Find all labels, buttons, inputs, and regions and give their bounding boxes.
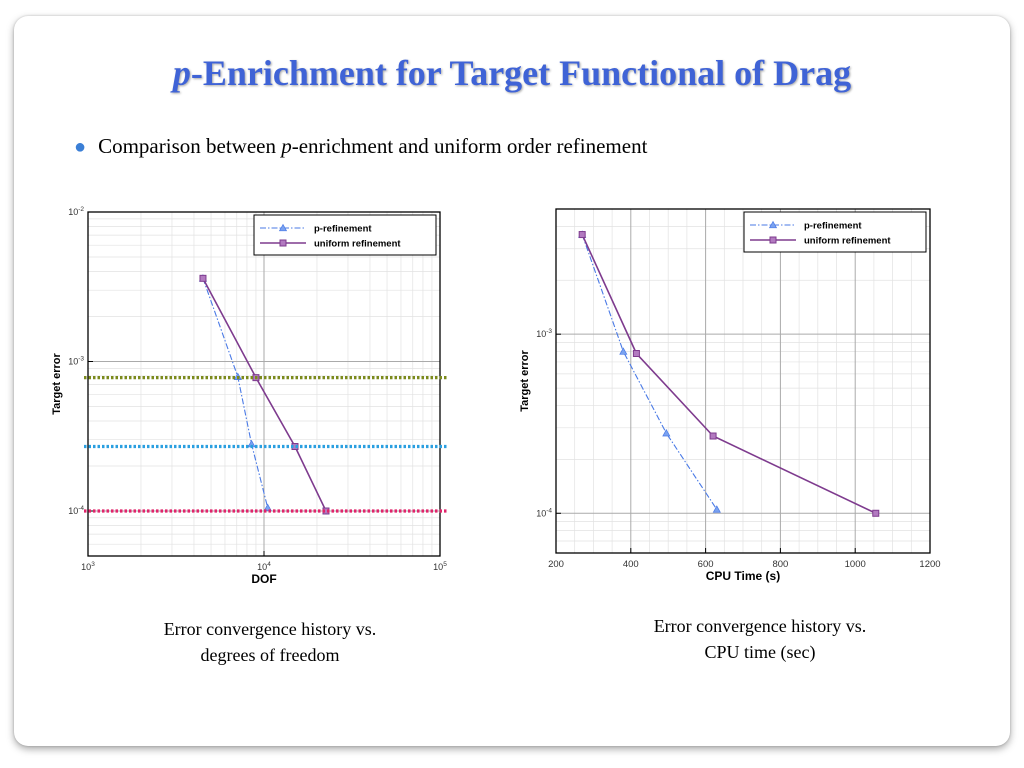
caption-left: Error convergence history vs. degrees of… [110, 616, 430, 668]
data-point-square [872, 509, 880, 517]
y-tick-label: 10-3 [536, 328, 552, 339]
y-tick-label: 10-4 [536, 507, 552, 518]
chart-error-vs-dof: 103 104 105 10-4 10-3 10-2 DOF Target error p-re… [51, 206, 448, 586]
caption-right-line-2: CPU time (sec) [704, 642, 816, 662]
x-tick-label: 104 [257, 561, 271, 572]
x-tick-label: 105 [433, 561, 447, 572]
data-point-square [632, 350, 640, 358]
series-line-0 [581, 234, 718, 510]
y-axis-label: Target error [51, 353, 63, 415]
data-point-triangle [712, 505, 721, 513]
x-tick-label: 1200 [919, 559, 940, 570]
x-axis-label: DOF [251, 572, 276, 586]
series-line-1 [202, 277, 327, 512]
bullet-dot-icon: ● [74, 136, 87, 158]
data-point-square [199, 274, 207, 282]
x-tick-label: 1000 [845, 559, 866, 570]
title-text: -Enrichment for Target Functional of Dra… [190, 53, 852, 93]
series-line-1 [581, 234, 877, 514]
data-point-triangle [619, 347, 628, 355]
caption-right-line-1: Error convergence history vs. [653, 616, 867, 636]
data-point-square [578, 231, 586, 239]
caption-left-line-1: Error convergence history vs. [163, 619, 377, 639]
legend-label-1: uniform refinement [804, 236, 891, 247]
data-point-square [709, 432, 717, 440]
plot-frame [555, 208, 931, 554]
bullet-text-pre: Comparison between [98, 134, 282, 158]
legend-label-0: p-refinement [314, 224, 372, 235]
legend-label-0: p-refinement [804, 221, 862, 232]
legend-box [253, 214, 437, 256]
slide-frame [14, 16, 1010, 746]
legend-label-1: uniform refinement [314, 239, 401, 250]
x-tick-label: 800 [772, 559, 788, 570]
legend-marker-triangle [768, 220, 778, 229]
chart-error-vs-cpu-time: 200 400 600 800 1000 1200 10-4 10-3 CPU Time (s)… [519, 208, 941, 583]
y-axis-label: Target error [519, 350, 531, 412]
x-tick-label: 400 [623, 559, 639, 570]
x-axis-label: CPU Time (s) [706, 569, 780, 583]
y-tick-label: 10-2 [68, 206, 84, 217]
legend-box [743, 211, 927, 253]
x-tick-label: 200 [548, 559, 564, 570]
caption-right: Error convergence history vs. CPU time (… [600, 613, 920, 665]
x-tick-label: 103 [81, 561, 95, 572]
legend-marker-square [769, 236, 777, 244]
data-point-triangle [662, 428, 671, 437]
y-tick-label: 10-3 [68, 355, 84, 366]
legend-marker-triangle [278, 223, 288, 232]
legend-marker-square [279, 239, 287, 247]
title-p: p [172, 53, 191, 93]
series-line-0 [202, 278, 269, 508]
y-tick-label: 10-4 [68, 505, 84, 516]
x-tick-label: 600 [698, 559, 714, 570]
slide-title: p-Enrichment for Target Functional of Dr… [0, 52, 1024, 94]
bullet-text-p: p [281, 134, 292, 158]
bullet-text-post: -enrichment and uniform order refinement [291, 134, 648, 158]
caption-left-line-2: degrees of freedom [200, 645, 340, 665]
bullet-item: ● Comparison between p-enrichment and uni… [74, 134, 647, 159]
data-point-triangle [263, 503, 272, 511]
